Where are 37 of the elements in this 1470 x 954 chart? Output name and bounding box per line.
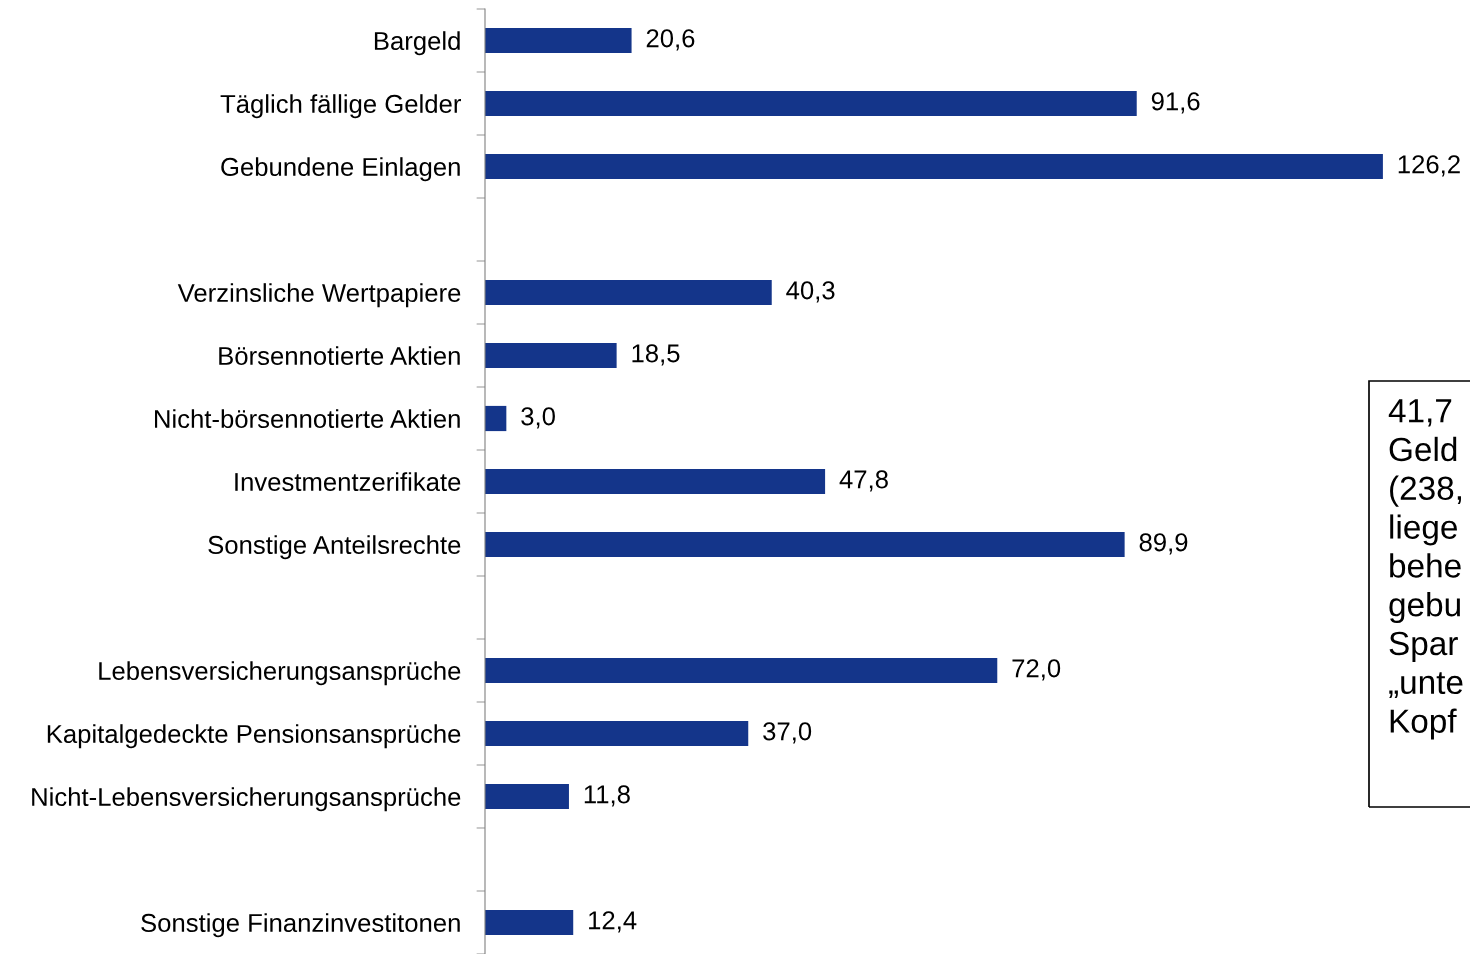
data-label: 18,5 [632,344,680,366]
bar [485,657,998,684]
y-tick-label: Nicht-Lebensversicherungsansprüche [32,787,461,812]
bar [485,468,826,495]
y-tick-label: Lebensversicherungsansprüche [99,661,461,686]
y-tick-label: Bargeld [374,31,460,56]
data-label: 11,8 [584,785,630,807]
data-label: 72,0 [1012,659,1061,681]
bar [485,90,1137,117]
data-label: 3,0 [521,407,555,429]
y-tick-label: Investmentzerifikate [235,472,461,492]
bar [485,531,1125,558]
bar [485,909,574,936]
bar [485,153,1383,180]
y-tick-label: Verzinsliche Wertpapiere [177,283,461,308]
y-tick-label: Gebundene Einlagen [221,157,460,182]
data-label: 126,2 [1398,155,1460,177]
bar [485,783,569,810]
data-label: 37,0 [763,722,812,744]
bar [485,405,507,432]
y-tick-label: Sonstige Finanzinvestitonen [141,913,460,938]
text: 41,7 Geld (238, liege behe gebu Spar „unte Kopf [1388,399,1463,740]
data-label: 12,4 [589,911,637,933]
data-label: 20,6 [646,29,695,51]
data-label: 40,3 [786,281,835,303]
y-tick-label: Börsennotierte Aktien [219,346,460,366]
bar [485,279,772,306]
y-tick-label: Nicht-börsennotierte Aktien [155,409,460,429]
data-label: 91,6 [1151,92,1200,114]
y-tick-label: Täglich fällige Gelder [220,94,461,119]
bar [485,720,749,747]
data-label: 89,9 [1139,533,1188,555]
y-tick-label: Sonstige Anteilsrechte [208,535,461,560]
data-label: 47,8 [839,470,888,492]
y-tick-label: Kapitalgedeckte Pensionsansprüche [47,724,461,749]
bar [485,342,617,369]
bar [485,27,632,54]
